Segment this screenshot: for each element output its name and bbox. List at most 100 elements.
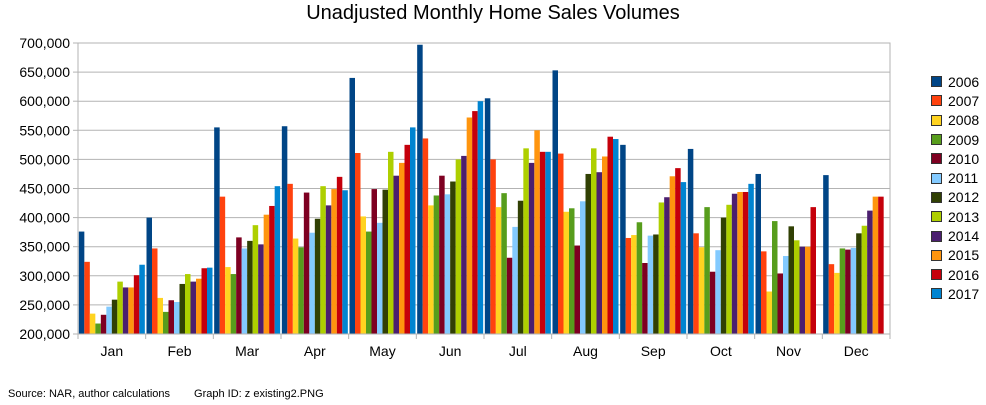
bar-2006-apr	[281, 126, 288, 334]
bar-2016-nov	[810, 207, 816, 334]
bar-2016-feb	[201, 268, 207, 334]
legend-label: 2011	[948, 170, 979, 187]
bar-2008-sep	[631, 235, 637, 334]
y-tick-label: 650,000	[19, 64, 70, 80]
bar-2016-apr	[336, 176, 343, 334]
bar-2016-jun	[472, 111, 478, 335]
bar-2009-nov	[772, 221, 778, 334]
bar-2016-aug	[607, 136, 613, 334]
bar-2014-jul	[528, 162, 535, 334]
bar-2013-jun	[455, 159, 462, 334]
y-tick-label: 600,000	[19, 93, 70, 109]
legend-label: 2009	[948, 131, 980, 148]
bar-2017-apr	[342, 190, 348, 334]
bar-2011-jan	[106, 306, 112, 334]
legend-item-2013: 2013	[931, 207, 986, 226]
footer: Source: NAR, author calculations Graph ID…	[8, 388, 324, 400]
bar-2013-aug	[591, 148, 597, 334]
bar-2009-jun	[433, 195, 440, 334]
bar-2008-jun	[428, 205, 434, 334]
legend-label: 2008	[948, 112, 980, 129]
bar-2013-may	[388, 151, 394, 334]
x-tick-label: Sep	[641, 343, 666, 359]
y-tick-label: 300,000	[19, 268, 70, 284]
bar-2010-jul	[506, 257, 513, 334]
legend-item-2014: 2014	[931, 226, 986, 245]
bar-2011-aug	[580, 201, 586, 334]
y-tick-label: 500,000	[19, 151, 70, 167]
bar-2016-mar	[269, 205, 275, 334]
bar-2014-oct	[731, 193, 738, 334]
bar-2012-mar	[247, 240, 253, 334]
bar-2007-may	[355, 152, 361, 334]
x-tick-label: Jun	[439, 343, 462, 359]
bar-2006-mar	[214, 127, 220, 334]
y-tick-label: 550,000	[19, 122, 70, 138]
bar-2010-feb	[168, 300, 174, 334]
bar-2007-feb	[152, 248, 158, 334]
bar-2006-may	[349, 77, 355, 335]
source-note: Source: NAR, author calculations	[8, 388, 171, 400]
y-tick-label: 700,000	[19, 35, 70, 51]
bar-2011-jul	[512, 226, 518, 334]
legend-swatch	[931, 134, 942, 146]
bar-2010-aug	[574, 245, 580, 334]
bar-2014-mar	[258, 244, 264, 334]
x-tick-label: Mar	[235, 343, 259, 359]
graph-id: Graph ID: z existing2.PNG	[194, 388, 324, 400]
legend-label: 2016	[948, 266, 980, 283]
bar-2016-may	[404, 144, 410, 334]
bar-2011-dec	[850, 247, 857, 334]
bar-2011-jun	[444, 194, 451, 334]
bar-2015-jun	[466, 117, 473, 334]
legend-item-2007: 2007	[931, 91, 986, 110]
bar-2009-jul	[501, 193, 507, 334]
bar-2015-sep	[669, 176, 676, 334]
y-tick-label: 250,000	[19, 297, 70, 313]
bar-2006-jan	[78, 231, 85, 334]
legend-swatch	[931, 76, 942, 88]
bar-2015-jul	[534, 130, 540, 334]
legend-item-2012: 2012	[931, 188, 986, 207]
legend-label: 2014	[948, 228, 980, 245]
bar-2012-may	[382, 189, 388, 334]
bar-2013-jan	[117, 281, 123, 334]
bar-2015-mar	[263, 214, 270, 334]
bar-2007-jun	[422, 138, 429, 334]
bar-2008-aug	[563, 211, 569, 334]
legend-swatch	[931, 230, 942, 242]
legend-label: 2006	[948, 73, 980, 90]
legend-label: 2013	[948, 208, 980, 225]
bar-2006-nov	[755, 173, 761, 334]
bar-2009-may	[366, 231, 372, 334]
bar-2012-jan	[111, 299, 118, 334]
x-tick-label: Jan	[101, 343, 124, 359]
bar-2011-mar	[241, 248, 248, 334]
bar-2014-may	[393, 175, 399, 334]
bar-2010-jun	[439, 175, 445, 334]
bar-2006-dec	[823, 175, 829, 334]
bar-2007-dec	[828, 264, 835, 334]
bar-2008-oct	[698, 247, 705, 334]
legend-item-2010: 2010	[931, 149, 986, 168]
legend-label: 2012	[948, 189, 980, 206]
legend-swatch	[931, 249, 942, 261]
bar-2009-jan	[95, 323, 101, 334]
bar-2015-aug	[602, 156, 608, 334]
bar-2014-aug	[596, 172, 602, 334]
bar-2006-jul	[484, 98, 491, 334]
x-tick-label: Feb	[167, 343, 191, 359]
bar-2007-nov	[761, 251, 767, 334]
bar-2008-jul	[495, 207, 502, 334]
bar-2016-jan	[133, 275, 140, 334]
bar-2015-oct	[737, 191, 743, 334]
x-tick-label: Oct	[710, 343, 732, 359]
bar-2011-oct	[715, 250, 721, 334]
bar-2012-aug	[585, 173, 591, 334]
x-tick-label: Aug	[573, 343, 598, 359]
bar-2014-jan	[122, 287, 129, 334]
legend-label: 2007	[948, 92, 980, 109]
bar-2009-mar	[230, 274, 237, 334]
bar-2006-jun	[417, 44, 423, 334]
bar-2015-dec	[872, 196, 879, 334]
